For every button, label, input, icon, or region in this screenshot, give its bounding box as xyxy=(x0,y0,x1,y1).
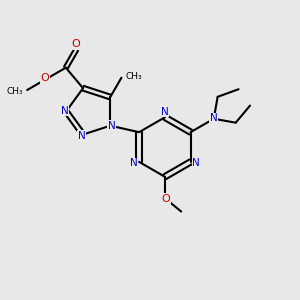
Text: N: N xyxy=(192,158,200,168)
Text: N: N xyxy=(161,107,169,117)
Text: O: O xyxy=(41,73,50,83)
Text: O: O xyxy=(161,194,170,204)
Text: N: N xyxy=(108,121,115,131)
Text: N: N xyxy=(78,131,86,141)
Text: N: N xyxy=(61,106,69,116)
Text: O: O xyxy=(72,39,81,49)
Text: CH₃: CH₃ xyxy=(6,87,23,96)
Text: N: N xyxy=(210,113,218,123)
Text: N: N xyxy=(130,158,138,168)
Text: CH₃: CH₃ xyxy=(126,72,142,81)
